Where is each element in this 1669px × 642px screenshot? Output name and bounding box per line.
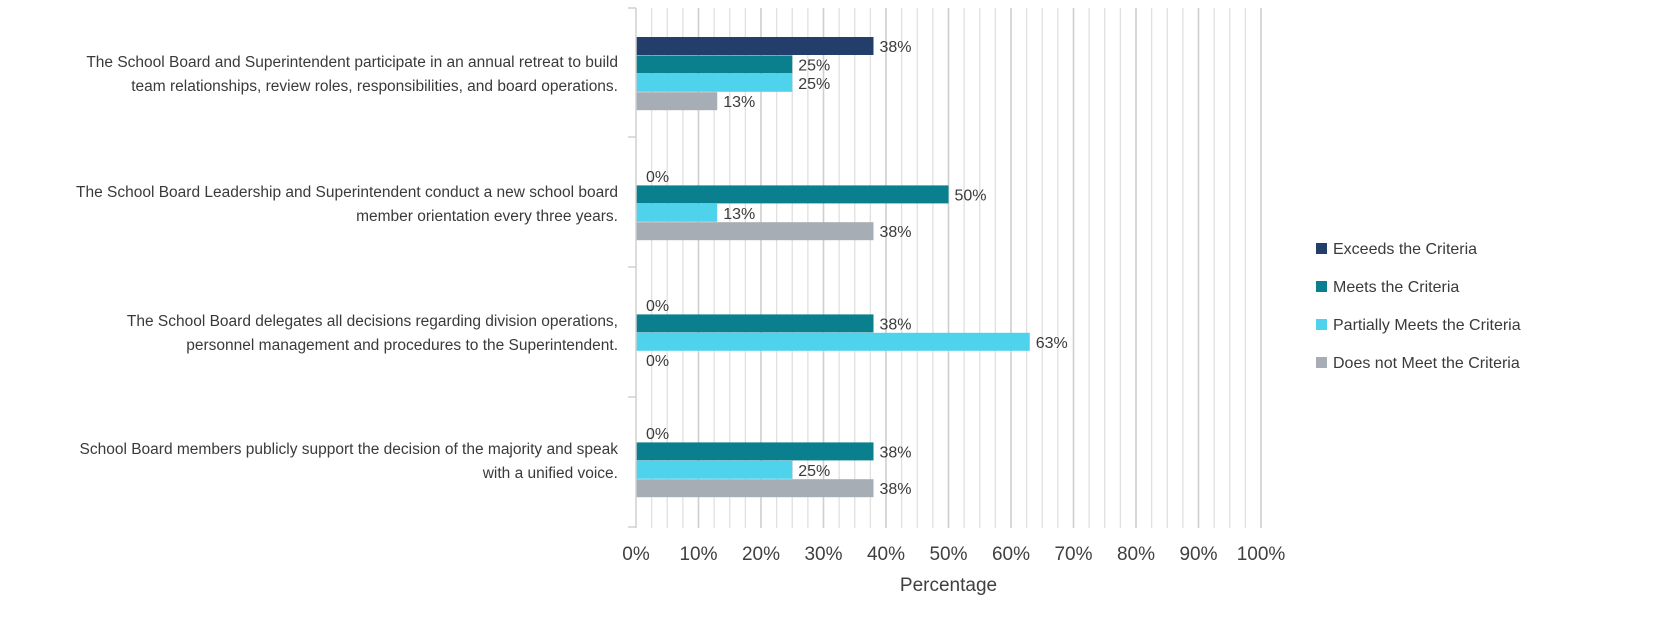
category-label-line: The School Board delegates all decisions… (127, 313, 618, 330)
data-label: 38% (880, 481, 912, 498)
data-label: 0% (646, 169, 669, 186)
category-label: The School Board and Superintendent part… (86, 54, 618, 95)
bar (636, 37, 874, 55)
category-label-line: with a unified voice. (482, 465, 618, 482)
legend-swatch (1316, 357, 1327, 368)
x-tick-label: 100% (1237, 544, 1286, 565)
x-tick-label: 80% (1117, 544, 1155, 565)
category-label-line: School Board members publicly support th… (80, 441, 619, 458)
legend: Exceeds the Criteria Meets the Criteria Pa… (1316, 241, 1521, 372)
category-label-line: The School Board and Superintendent part… (86, 54, 618, 71)
legend-swatch (1316, 319, 1327, 330)
legend-entry: Meets the Criteria (1333, 279, 1459, 296)
data-label: 13% (723, 94, 755, 111)
x-tick-label: 30% (804, 544, 842, 565)
bar (636, 314, 874, 333)
legend-entry: Does not Meet the Criteria (1333, 355, 1520, 372)
x-tick-label: 40% (867, 544, 905, 565)
bar (636, 222, 874, 241)
data-label: 63% (1036, 335, 1068, 352)
bar (636, 185, 949, 204)
category-label-line: personnel management and procedures to t… (186, 337, 618, 354)
legend-swatch (1316, 243, 1327, 254)
category-label-line: team relationships, review roles, respon… (131, 78, 618, 95)
data-label: 0% (646, 298, 669, 315)
bar (636, 442, 874, 461)
x-axis-title: Percentage (900, 575, 997, 596)
data-label: 25% (798, 76, 830, 93)
x-tick-label: 10% (679, 544, 717, 565)
x-tick-label: 20% (742, 544, 780, 565)
category-label: The School Board Leadership and Superint… (76, 184, 618, 225)
bar (636, 73, 793, 92)
bar (636, 460, 793, 479)
category-label-line: The School Board Leadership and Superint… (76, 184, 618, 201)
x-tick-label: 60% (992, 544, 1030, 565)
bar (636, 55, 793, 74)
data-label: 38% (880, 224, 912, 241)
legend-entry: Partially Meets the Criteria (1333, 317, 1521, 334)
data-label: 38% (880, 39, 912, 56)
x-tick-label: 0% (622, 544, 650, 565)
legend-swatch (1316, 281, 1327, 292)
grid-lines (650, 8, 1262, 528)
labels: 0% 10% 20% 30% 40% 50% 60% 70% 80% 90% 100% Percent… (76, 39, 1285, 596)
data-label: 38% (880, 444, 912, 461)
data-label: 38% (880, 316, 912, 333)
x-tick-label: 50% (929, 544, 967, 565)
bar (636, 92, 718, 111)
bars (636, 37, 1030, 498)
category-label-line: member orientation every three years. (356, 208, 618, 225)
data-label: 25% (798, 57, 830, 74)
bar (636, 479, 874, 498)
category-label: School Board members publicly support th… (80, 441, 619, 482)
bar (636, 332, 1030, 351)
data-label: 25% (798, 463, 830, 480)
data-label: 0% (646, 353, 669, 370)
bar (636, 203, 718, 222)
axes (628, 7, 637, 528)
data-label: 0% (646, 426, 669, 443)
x-tick-label: 70% (1054, 544, 1092, 565)
legend-entry: Exceeds the Criteria (1333, 241, 1477, 258)
x-tick-label: 90% (1179, 544, 1217, 565)
data-label: 13% (723, 206, 755, 223)
category-label: The School Board delegates all decisions… (127, 313, 618, 354)
data-label: 50% (955, 187, 987, 204)
